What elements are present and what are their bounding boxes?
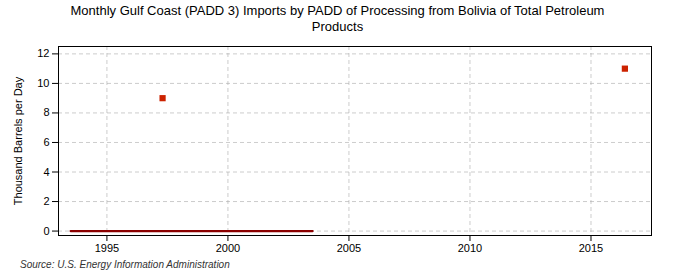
svg-text:Thousand Barrels per Day: Thousand Barrels per Day [12, 76, 24, 205]
svg-text:1995: 1995 [95, 242, 119, 254]
svg-text:8: 8 [43, 107, 49, 119]
html-text:Source: U.S. Energy Informatio: Source: U.S. Energy Information Administ… [20, 259, 230, 271]
svg-text:2000: 2000 [216, 242, 240, 254]
svg-text:2015: 2015 [579, 242, 603, 254]
svg-text:10: 10 [37, 77, 49, 89]
svg-text:12: 12 [37, 48, 49, 60]
svg-text:4: 4 [43, 166, 49, 178]
svg-text:2010: 2010 [458, 242, 482, 254]
svg-text:6: 6 [43, 136, 49, 148]
svg-text:2: 2 [43, 195, 49, 207]
svg-text:0: 0 [43, 225, 49, 237]
html-text:Monthly Gulf Coast (PADD 3) Im: Monthly Gulf Coast (PADD 3) Imports by P… [70, 3, 605, 34]
svg-text:2005: 2005 [337, 242, 361, 254]
